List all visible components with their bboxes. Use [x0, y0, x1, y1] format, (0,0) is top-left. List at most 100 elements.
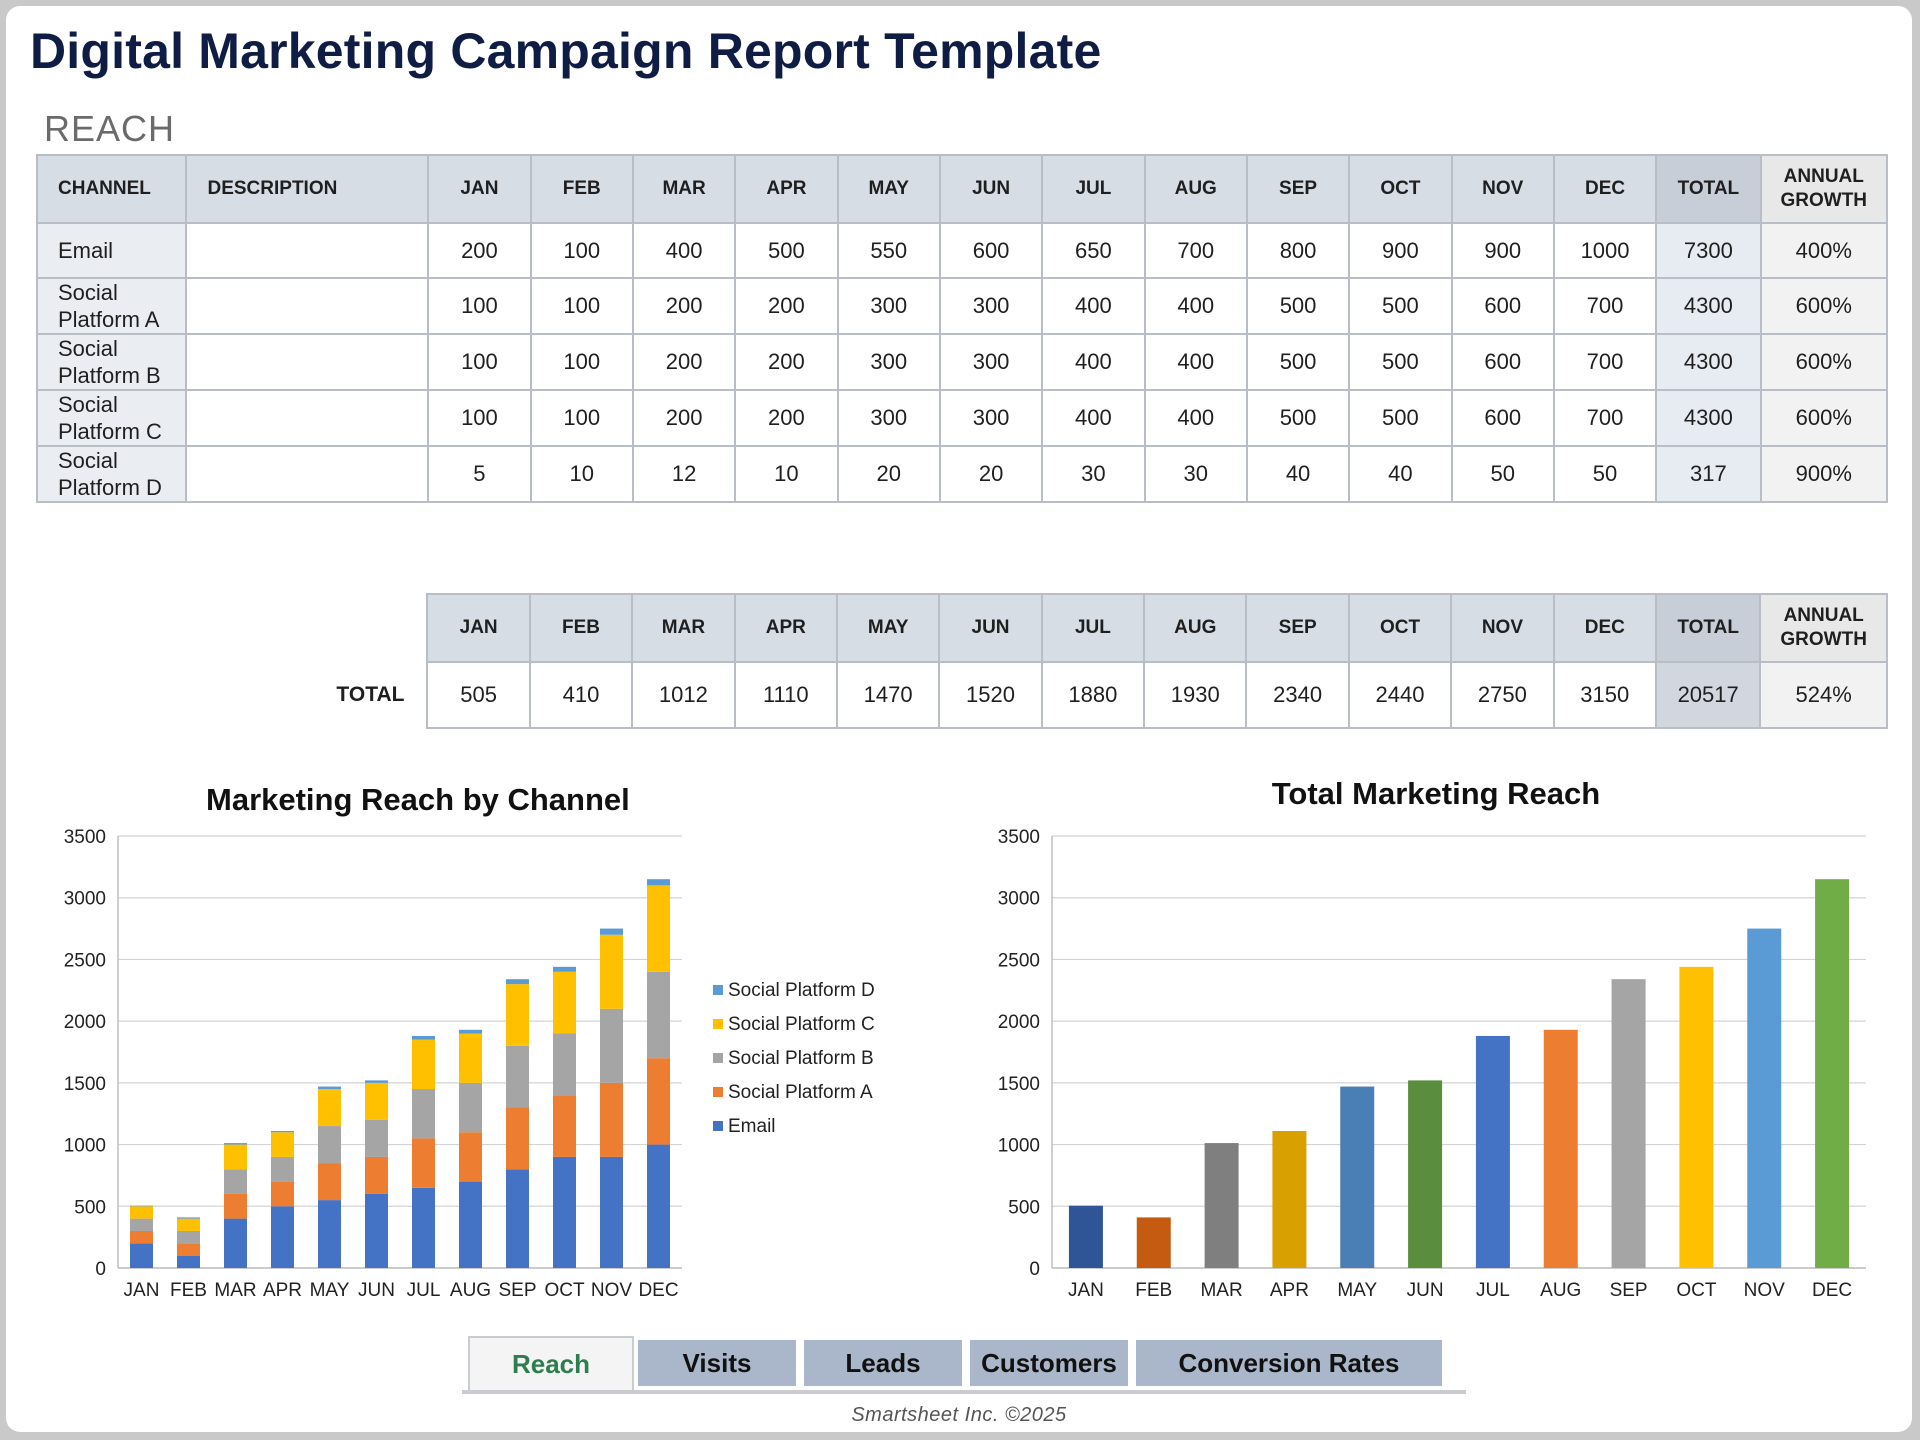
- total-month-cell: 1110: [733, 661, 838, 729]
- bar-segment-social-platform-d: [224, 1143, 247, 1145]
- month-value-cell[interactable]: 300: [938, 333, 1044, 391]
- month-value-cell[interactable]: 100: [529, 277, 634, 335]
- y-tick-label: 2500: [64, 950, 106, 971]
- month-value-cell[interactable]: 30: [1143, 445, 1248, 503]
- description-cell[interactable]: [185, 333, 430, 391]
- month-value-cell[interactable]: 700: [1552, 389, 1658, 447]
- month-value-cell[interactable]: 40: [1245, 445, 1351, 503]
- month-value-cell[interactable]: 300: [836, 389, 941, 447]
- bar-segment-social-platform-a: [412, 1138, 435, 1188]
- channel-cell: Email: [35, 222, 188, 279]
- month-value-cell[interactable]: 400: [1143, 333, 1248, 391]
- bar-segment-email: [553, 1156, 576, 1268]
- description-cell[interactable]: [185, 445, 430, 503]
- x-tick-label: MAY: [310, 1280, 350, 1301]
- description-cell[interactable]: [185, 389, 430, 447]
- month-value-cell[interactable]: 700: [1552, 333, 1658, 391]
- y-tick-label: 2000: [998, 1012, 1040, 1033]
- bar-segment-social-platform-d: [553, 966, 576, 972]
- bar-segment-social-platform-b: [177, 1230, 200, 1244]
- month-value-cell[interactable]: 10: [734, 445, 839, 503]
- month-value-cell[interactable]: 20: [938, 445, 1044, 503]
- month-value-cell[interactable]: 300: [836, 277, 941, 335]
- column-header: JUL: [1040, 593, 1146, 663]
- month-value-cell[interactable]: 200: [631, 389, 737, 447]
- bar-segment-social-platform-b: [600, 1008, 623, 1083]
- tab-reach[interactable]: Reach: [468, 1336, 634, 1390]
- month-value-cell[interactable]: 500: [1348, 277, 1453, 335]
- month-value-cell[interactable]: 400: [1041, 389, 1146, 447]
- bar-segment-social-platform-b: [130, 1218, 153, 1231]
- description-cell[interactable]: [185, 277, 430, 335]
- month-value-cell[interactable]: 100: [427, 389, 532, 447]
- tab-customers[interactable]: Customers: [970, 1340, 1128, 1386]
- month-value-cell[interactable]: 100: [427, 333, 532, 391]
- month-value-cell[interactable]: 500: [734, 222, 839, 279]
- month-value-cell[interactable]: 200: [734, 277, 839, 335]
- column-header: MAY: [836, 154, 941, 224]
- tab-conversion-rates[interactable]: Conversion Rates: [1136, 1340, 1442, 1386]
- month-value-cell[interactable]: 5: [427, 445, 532, 503]
- reach-table: CHANNEL DESCRIPTION JAN FEB MAR APR MAY …: [35, 154, 1889, 503]
- month-value-cell[interactable]: 300: [938, 389, 1044, 447]
- month-value-cell[interactable]: 400: [1143, 277, 1248, 335]
- column-header: JAN: [427, 154, 532, 224]
- month-value-cell[interactable]: 100: [427, 277, 532, 335]
- channel-name: Platform C: [58, 419, 162, 444]
- bar-segment-social-platform-d: [600, 928, 623, 935]
- month-value-cell[interactable]: 600: [1450, 333, 1555, 391]
- month-value-cell[interactable]: 400: [1041, 277, 1146, 335]
- month-value-cell[interactable]: 500: [1245, 333, 1351, 391]
- month-value-cell[interactable]: 200: [631, 333, 737, 391]
- month-value-cell[interactable]: 500: [1245, 277, 1351, 335]
- month-value-cell[interactable]: 800: [1245, 222, 1351, 279]
- column-header: FEB: [528, 593, 634, 663]
- month-value-cell[interactable]: 1000: [1552, 222, 1658, 279]
- month-value-cell[interactable]: 10: [529, 445, 634, 503]
- month-value-cell[interactable]: 100: [529, 389, 634, 447]
- month-value-cell[interactable]: 700: [1143, 222, 1248, 279]
- bar-segment-email: [506, 1169, 529, 1268]
- month-value-cell[interactable]: 200: [734, 389, 839, 447]
- month-value-cell[interactable]: 30: [1041, 445, 1146, 503]
- month-value-cell[interactable]: 400: [1041, 333, 1146, 391]
- month-value-cell[interactable]: 40: [1348, 445, 1453, 503]
- month-value-cell[interactable]: 200: [734, 333, 839, 391]
- month-value-cell[interactable]: 20: [836, 445, 941, 503]
- month-value-cell[interactable]: 400: [1143, 389, 1248, 447]
- total-cell: 7300: [1655, 222, 1762, 279]
- y-tick-label: 1000: [998, 1136, 1040, 1157]
- tab-visits[interactable]: Visits: [638, 1340, 796, 1386]
- month-value-cell[interactable]: 50: [1552, 445, 1658, 503]
- month-value-cell[interactable]: 12: [631, 445, 737, 503]
- month-value-cell[interactable]: 600: [938, 222, 1044, 279]
- month-value-cell[interactable]: 200: [427, 222, 532, 279]
- month-value-cell[interactable]: 50: [1450, 445, 1555, 503]
- month-value-cell[interactable]: 100: [529, 222, 634, 279]
- bar-segment-social-platform-c: [130, 1206, 153, 1219]
- x-tick-label: DEC: [638, 1280, 678, 1301]
- month-value-cell[interactable]: 900: [1348, 222, 1453, 279]
- month-value-cell[interactable]: 600: [1450, 277, 1555, 335]
- month-value-cell[interactable]: 550: [836, 222, 941, 279]
- month-value-cell[interactable]: 500: [1348, 389, 1453, 447]
- tab-leads[interactable]: Leads: [804, 1340, 962, 1386]
- total-month-cell: 3150: [1552, 661, 1657, 729]
- month-value-cell[interactable]: 900: [1450, 222, 1555, 279]
- month-value-cell[interactable]: 400: [631, 222, 737, 279]
- month-value-cell[interactable]: 300: [938, 277, 1044, 335]
- description-cell[interactable]: [185, 222, 430, 279]
- spacer-cell: [36, 594, 428, 662]
- month-value-cell[interactable]: 500: [1245, 389, 1351, 447]
- bar-segment-social-platform-b: [506, 1045, 529, 1108]
- month-value-cell[interactable]: 700: [1552, 277, 1658, 335]
- month-value-cell[interactable]: 300: [836, 333, 941, 391]
- bar-segment-email: [600, 1156, 623, 1268]
- month-value-cell[interactable]: 650: [1041, 222, 1146, 279]
- month-value-cell[interactable]: 600: [1450, 389, 1555, 447]
- bar-segment-social-platform-a: [506, 1107, 529, 1170]
- month-value-cell[interactable]: 200: [631, 277, 737, 335]
- month-value-cell[interactable]: 500: [1348, 333, 1453, 391]
- total-cell: 4300: [1655, 389, 1762, 447]
- month-value-cell[interactable]: 100: [529, 333, 634, 391]
